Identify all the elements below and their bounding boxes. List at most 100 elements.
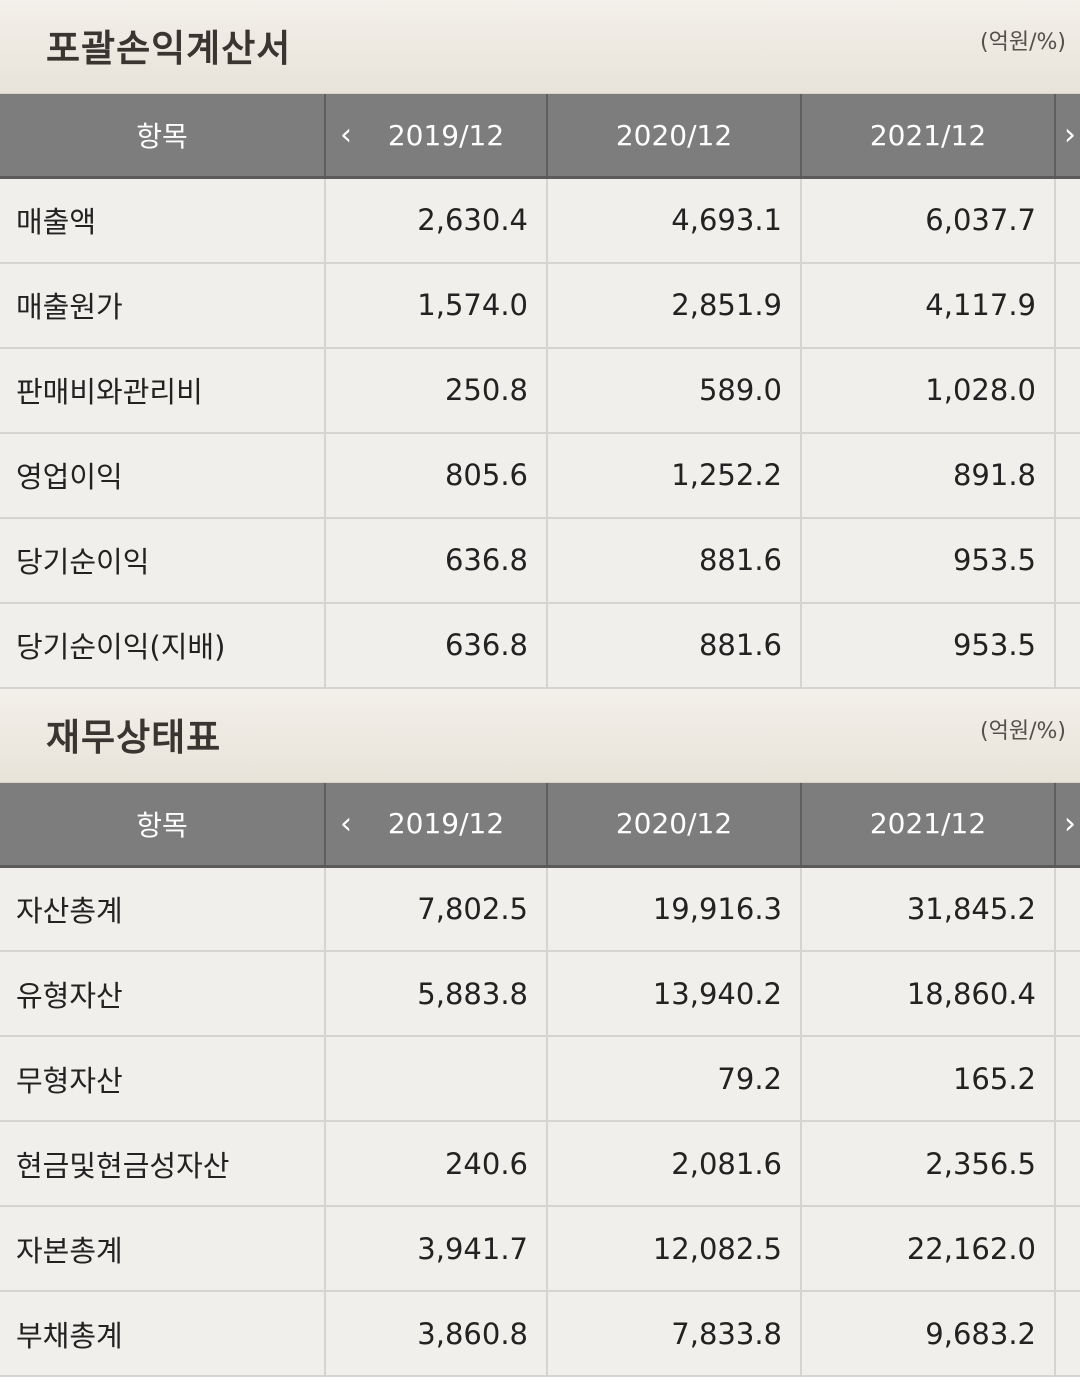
row-label: 무형자산 <box>0 1036 326 1122</box>
row-edge <box>1055 262 1080 349</box>
cell-value: 13,940.2 <box>547 951 802 1037</box>
period-label: 2020/12 <box>615 118 733 152</box>
income-statement-unit: (억원/%) <box>980 30 1066 55</box>
cell-value: 589.0 <box>547 347 802 434</box>
row-label: 매출원가 <box>0 262 326 349</box>
table-row: 당기순이익 636.8 881.6 953.5 <box>0 517 1080 604</box>
row-edge <box>1055 517 1080 604</box>
cell-value: 22,162.0 <box>801 1206 1056 1292</box>
column-header-period-1: ‹ 2019/12 <box>325 782 548 868</box>
row-edge <box>1055 177 1080 264</box>
row-label: 유형자산 <box>0 951 326 1037</box>
row-edge <box>1055 1291 1080 1377</box>
cell-value: 165.2 <box>801 1036 1056 1122</box>
table-row: 자산총계 7,802.5 19,916.3 31,845.2 <box>0 866 1080 952</box>
column-header-edge: › <box>1055 94 1080 179</box>
income-statement-table: 항목 ‹ 2019/12 2020/12 2021/12 › 매출액 2,630.… <box>0 94 1080 689</box>
row-label: 자본총계 <box>0 1206 326 1292</box>
cell-value: 79.2 <box>547 1036 802 1122</box>
cell-value: 4,693.1 <box>547 177 802 264</box>
table-row: 매출원가 1,574.0 2,851.9 4,117.9 <box>0 262 1080 349</box>
income-statement-header: 포괄손익계산서 (억원/%) <box>0 0 1080 94</box>
period-label: 2021/12 <box>869 807 987 840</box>
table-row: 유형자산 5,883.8 13,940.2 18,860.4 <box>0 951 1080 1037</box>
cell-value: 3,941.7 <box>325 1206 548 1292</box>
column-header-item: 항목 <box>0 782 326 868</box>
row-label: 판매비와관리비 <box>0 347 326 434</box>
cell-value: 7,802.5 <box>325 866 548 952</box>
table-row: 매출액 2,630.4 4,693.1 6,037.7 <box>0 177 1080 264</box>
cell-value: 7,833.8 <box>547 1291 802 1377</box>
cell-value: 881.6 <box>547 602 802 689</box>
chevron-right-icon[interactable]: › <box>1064 117 1076 153</box>
row-edge <box>1055 1036 1080 1122</box>
column-header-item: 항목 <box>0 94 326 179</box>
cell-value: 9,683.2 <box>801 1291 1056 1377</box>
cell-value: 636.8 <box>325 602 548 689</box>
row-label: 영업이익 <box>0 432 326 519</box>
period-label: 2021/12 <box>869 118 987 152</box>
column-header-period-1: ‹ 2019/12 <box>325 94 548 179</box>
column-header-edge: › <box>1055 782 1080 868</box>
table-row: 자본총계 3,941.7 12,082.5 22,162.0 <box>0 1206 1080 1292</box>
cell-value: 240.6 <box>325 1121 548 1207</box>
table-row: 영업이익 805.6 1,252.2 891.8 <box>0 432 1080 519</box>
cell-value: 891.8 <box>801 432 1056 519</box>
column-header-period-3: 2021/12 <box>801 782 1056 868</box>
period-label: 2019/12 <box>387 807 505 840</box>
cell-value: 2,851.9 <box>547 262 802 349</box>
cell-value: 636.8 <box>325 517 548 604</box>
row-edge <box>1055 1206 1080 1292</box>
row-edge <box>1055 347 1080 434</box>
cell-value: 250.8 <box>325 347 548 434</box>
table-header-row: 항목 ‹ 2019/12 2020/12 2021/12 › <box>0 782 1080 868</box>
cell-value: 1,028.0 <box>801 347 1056 434</box>
row-edge <box>1055 866 1080 952</box>
table-row: 판매비와관리비 250.8 589.0 1,028.0 <box>0 347 1080 434</box>
chevron-left-icon[interactable]: ‹ <box>340 117 352 153</box>
row-label: 당기순이익 <box>0 517 326 604</box>
column-header-period-2: 2020/12 <box>547 94 802 179</box>
cell-value: 4,117.9 <box>801 262 1056 349</box>
balance-sheet-header: 재무상태표 (억원/%) <box>0 688 1080 783</box>
cell-value: 881.6 <box>547 517 802 604</box>
row-label: 매출액 <box>0 177 326 264</box>
column-header-period-2: 2020/12 <box>547 782 802 868</box>
row-label: 자산총계 <box>0 866 326 952</box>
row-edge <box>1055 602 1080 689</box>
cell-value: 18,860.4 <box>801 951 1056 1037</box>
cell-value: 5,883.8 <box>325 951 548 1037</box>
balance-sheet-title: 재무상태표 <box>46 715 222 759</box>
cell-value: 6,037.7 <box>801 177 1056 264</box>
period-label: 2020/12 <box>615 807 733 840</box>
table-row: 무형자산 79.2 165.2 <box>0 1036 1080 1122</box>
cell-value: 953.5 <box>801 517 1056 604</box>
row-label: 부채총계 <box>0 1291 326 1377</box>
cell-value: 1,574.0 <box>325 262 548 349</box>
row-edge <box>1055 1121 1080 1207</box>
balance-sheet-unit: (억원/%) <box>980 718 1066 744</box>
cell-value: 2,081.6 <box>547 1121 802 1207</box>
chevron-right-icon[interactable]: › <box>1064 806 1076 841</box>
row-label: 현금및현금성자산 <box>0 1121 326 1207</box>
row-edge <box>1055 951 1080 1037</box>
cell-value: 19,916.3 <box>547 866 802 952</box>
cell-value: 2,356.5 <box>801 1121 1056 1207</box>
table-header-row: 항목 ‹ 2019/12 2020/12 2021/12 › <box>0 94 1080 179</box>
cell-value: 2,630.4 <box>325 177 548 264</box>
cell-value: 31,845.2 <box>801 866 1056 952</box>
cell-value: 1,252.2 <box>547 432 802 519</box>
cell-value: 953.5 <box>801 602 1056 689</box>
period-label: 2019/12 <box>387 118 505 152</box>
cell-value <box>325 1036 548 1122</box>
row-edge <box>1055 432 1080 519</box>
income-statement-title: 포괄손익계산서 <box>46 27 292 70</box>
cell-value: 805.6 <box>325 432 548 519</box>
chevron-left-icon[interactable]: ‹ <box>340 806 352 841</box>
balance-sheet-table: 항목 ‹ 2019/12 2020/12 2021/12 › 자산총계 7,802… <box>0 782 1080 1377</box>
column-header-period-3: 2021/12 <box>801 94 1056 179</box>
table-row: 현금및현금성자산 240.6 2,081.6 2,356.5 <box>0 1121 1080 1207</box>
cell-value: 3,860.8 <box>325 1291 548 1377</box>
table-row: 부채총계 3,860.8 7,833.8 9,683.2 <box>0 1291 1080 1377</box>
cell-value: 12,082.5 <box>547 1206 802 1292</box>
